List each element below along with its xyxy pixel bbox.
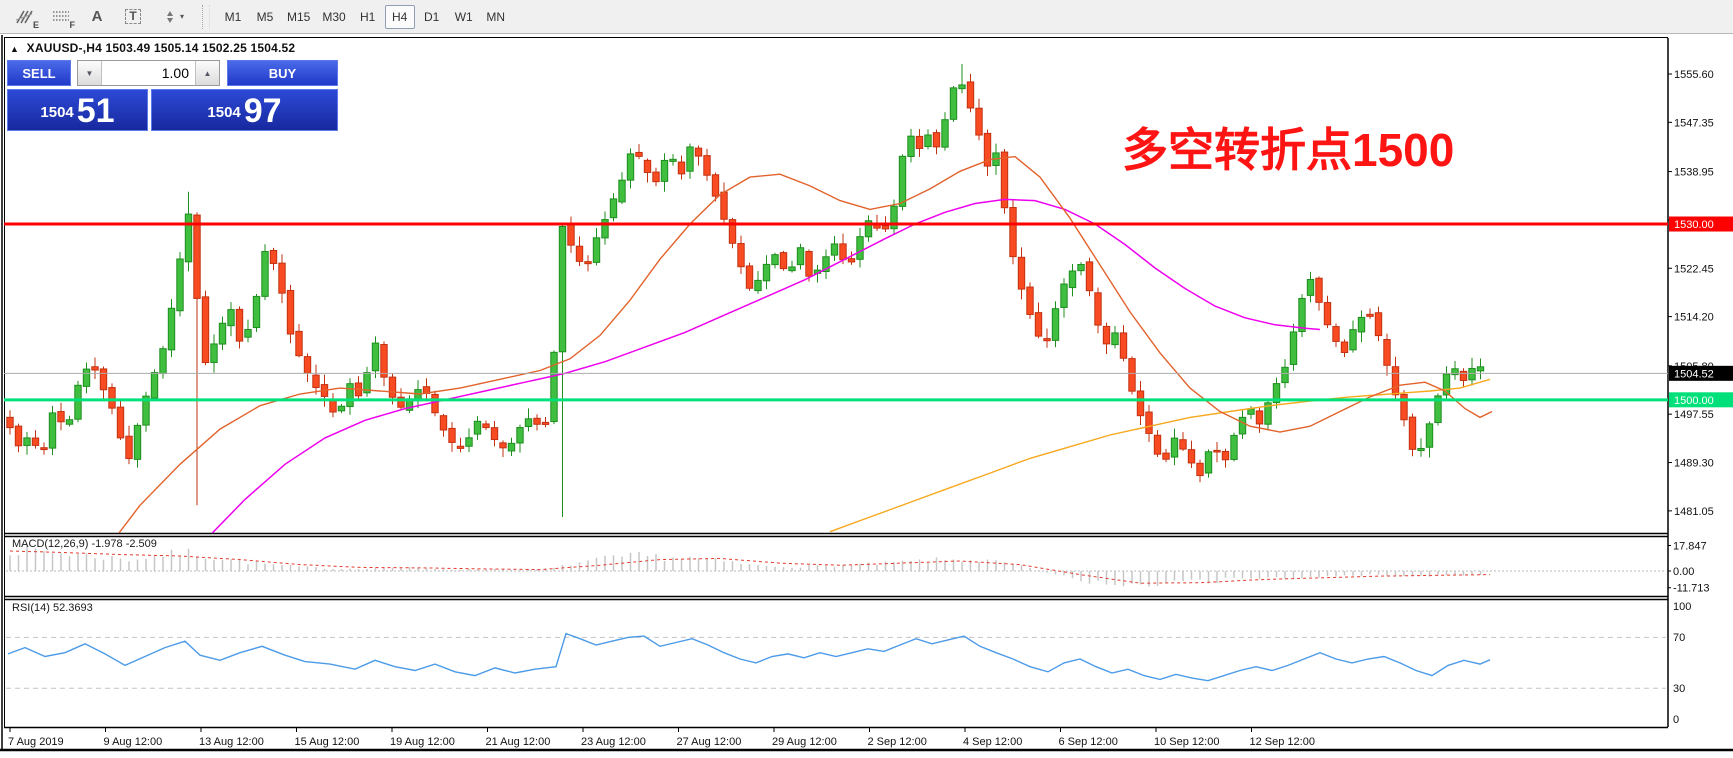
sell-price-pips: 51	[76, 92, 115, 130]
price-axis-label: 1547.35	[1674, 117, 1714, 129]
volume-decrease-button[interactable]: ▼	[78, 61, 102, 85]
symbol-name: XAUUSD-,H4	[26, 41, 102, 55]
time-axis-label: 27 Aug 12:00	[677, 736, 742, 748]
price-axis-label: 1538.95	[1674, 167, 1714, 179]
level-price-tag	[1669, 392, 1733, 408]
level-price-tag	[1669, 216, 1733, 232]
moving-averages-layer	[118, 155, 1493, 533]
sell-button[interactable]: SELL	[7, 60, 71, 86]
price-axis-label: 1522.45	[1674, 263, 1714, 275]
rsi-axis-label: 70	[1673, 632, 1685, 644]
text-label-icon: A	[91, 8, 103, 25]
timeframe-button-mn[interactable]: MN	[481, 5, 511, 29]
buy-price-display[interactable]: 1504 97	[151, 89, 338, 131]
timeframe-button-m1[interactable]: M1	[218, 5, 248, 29]
time-axis-label: 4 Sep 12:00	[963, 736, 1022, 748]
time-axis[interactable]: 7 Aug 2019 9 Aug 12:00 13 Aug 12:00 15 Aug …	[8, 728, 1315, 748]
time-axis-label: 12 Sep 12:00	[1250, 736, 1315, 748]
candles-layer	[6, 64, 1485, 518]
time-axis-label: 2 Sep 12:00	[868, 736, 927, 748]
hatch-pattern-tool-button[interactable]: E	[8, 3, 42, 31]
level-price-tag-text: 1530.00	[1674, 219, 1714, 231]
time-axis-label: 10 Sep 12:00	[1154, 736, 1219, 748]
timeframe-button-m15[interactable]: M15	[282, 5, 315, 29]
one-click-trading-panel: SELL ▼ 1.00 ▲ BUY 1504 51 1504 97	[7, 60, 338, 131]
volume-input[interactable]: 1.00	[102, 61, 195, 85]
collapse-panel-icon[interactable]: ▲	[10, 44, 20, 54]
buy-button[interactable]: BUY	[227, 60, 338, 86]
arrange-arrows-tool-button[interactable]: ▾	[152, 3, 194, 31]
text-label-tool-button[interactable]: A	[80, 3, 114, 31]
price-axis-label: 1489.30	[1674, 458, 1714, 470]
rsi-axis-label: 30	[1673, 683, 1685, 695]
time-axis-label: 15 Aug 12:00	[295, 736, 360, 748]
symbol-header: ▲ XAUUSD-,H4 1503.49 1505.14 1502.25 150…	[10, 41, 295, 55]
text-box-tool-button[interactable]: T	[116, 3, 150, 31]
rsi-pane	[7, 632, 1491, 682]
macd-indicator-label: MACD(12,26,9) -1.978 -2.509	[12, 538, 157, 550]
buy-price-pips: 97	[243, 92, 282, 130]
time-axis-label: 23 Aug 12:00	[581, 736, 646, 748]
timeframe-button-h4[interactable]: H4	[384, 4, 415, 29]
hatch-pattern-icon	[15, 10, 33, 23]
timeframe-button-m5[interactable]: M5	[250, 5, 280, 29]
tool-sub-label: F	[69, 19, 76, 30]
time-axis-label: 21 Aug 12:00	[486, 736, 551, 748]
timeframe-button-h1[interactable]: H1	[353, 5, 383, 29]
tool-sub-label: E	[32, 19, 39, 30]
buy-price-main: 1504	[207, 104, 241, 121]
macd-axis-label: -11.713	[1673, 583, 1710, 595]
dropdown-caret-icon: ▾	[179, 12, 184, 21]
toolbar-separator	[202, 4, 210, 29]
time-axis-label: 19 Aug 12:00	[390, 736, 455, 748]
macd-axis-label: 0.00	[1673, 566, 1694, 578]
price-axis-label: 1555.60	[1674, 69, 1714, 81]
sell-price-main: 1504	[40, 104, 74, 121]
time-axis-label: 7 Aug 2019	[8, 736, 64, 748]
text-box-icon: T	[125, 9, 141, 24]
main-toolbar: E F A T ▾ M1 M5 M15 M30 H1 H4 D1 W1 MN	[0, 0, 1733, 34]
timeframe-button-w1[interactable]: W1	[449, 5, 479, 29]
price-axis-label: 1481.05	[1674, 506, 1714, 518]
timeframe-button-group: M1 M5 M15 M30 H1 H4 D1 W1 MN	[218, 4, 513, 29]
rsi-indicator-label: RSI(14) 52.3693	[12, 602, 93, 614]
time-axis-label: 29 Aug 12:00	[772, 736, 837, 748]
time-axis-label: 13 Aug 12:00	[199, 736, 264, 748]
chart-annotation-text[interactable]: 多空转折点1500	[1122, 124, 1455, 176]
volume-increase-button[interactable]: ▲	[195, 61, 219, 85]
level-price-tag	[1669, 365, 1733, 381]
symbol-ohlc-values: 1503.49 1505.14 1502.25 1504.52	[105, 41, 296, 55]
grid-pattern-icon	[53, 10, 69, 21]
timeframe-button-d1[interactable]: D1	[417, 5, 447, 29]
macd-pane	[9, 545, 1491, 587]
volume-spinner: ▼ 1.00 ▲	[77, 60, 220, 86]
horizontal-levels-layer[interactable]: 1530.00 1504.52 1500.00	[4, 216, 1733, 408]
level-price-tag-text: 1504.52	[1674, 368, 1714, 380]
price-axis-label: 1497.55	[1674, 409, 1714, 421]
chart-frame	[0, 34, 1733, 753]
price-axis-label: 1514.20	[1674, 312, 1714, 324]
sort-arrows-icon	[166, 10, 173, 23]
timeframe-button-m30[interactable]: M30	[317, 5, 350, 29]
macd-axis-label: 17.847	[1673, 540, 1707, 552]
grid-pattern-tool-button[interactable]: F	[44, 3, 78, 31]
sell-price-display[interactable]: 1504 51	[7, 89, 148, 131]
rsi-axis-label: 0	[1673, 714, 1679, 726]
level-price-tag-text: 1500.00	[1674, 395, 1714, 407]
rsi-axis-label: 100	[1673, 601, 1691, 613]
time-axis-label: 6 Sep 12:00	[1059, 736, 1118, 748]
time-axis-label: 9 Aug 12:00	[104, 736, 163, 748]
